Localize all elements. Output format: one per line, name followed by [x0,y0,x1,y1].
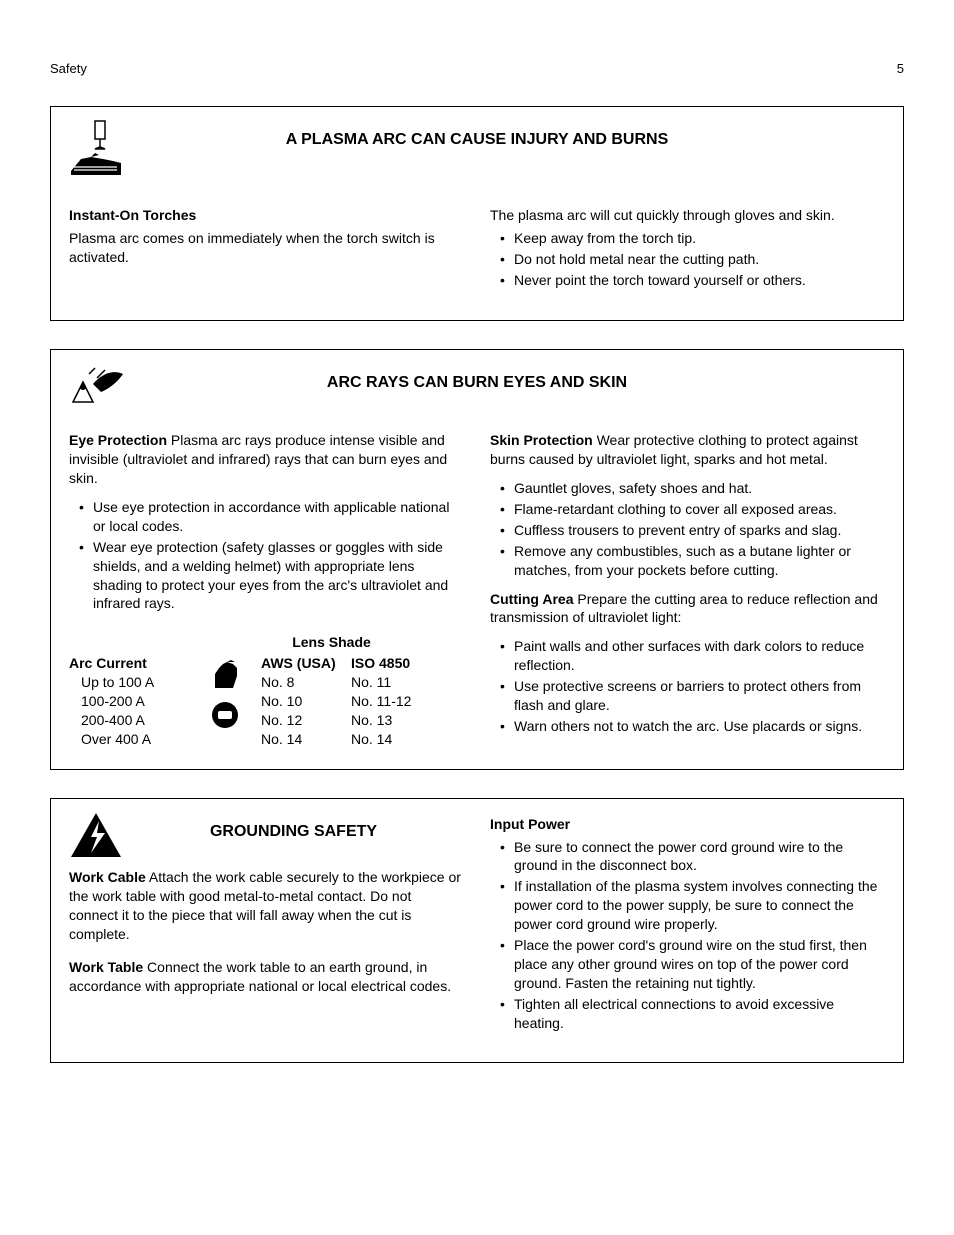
list-item: Never point the torch toward yourself or… [504,271,885,290]
arc-rays-box: ARC RAYS CAN BURN EYES AND SKIN Eye Prot… [50,349,904,770]
list-item: Keep away from the torch tip. [504,229,885,248]
list-item: If installation of the plasma system inv… [504,877,885,934]
list-item: Paint walls and other surfaces with dark… [504,637,885,675]
arc-current-head: Arc Current [69,654,169,673]
page-number: 5 [897,60,904,78]
input-power-runin: Input Power [490,816,570,832]
table-cell: 100-200 A [69,692,169,711]
table-cell: No. 13 [351,711,431,730]
list-item: Do not hold metal near the cutting path. [504,250,885,269]
cutting-area-runin: Cutting Area [490,591,573,607]
skin-bullets: Gauntlet gloves, safety shoes and hat. F… [490,479,885,579]
lens-shade-header: Lens Shade [199,633,464,652]
plasma-bullets: Keep away from the torch tip. Do not hol… [490,229,885,290]
table-cell: No. 12 [261,711,351,730]
list-item: Warn others not to watch the arc. Use pl… [504,717,885,736]
plasma-cut-text: The plasma arc will cut quickly through … [490,206,885,225]
table-cell: No. 8 [261,673,351,692]
list-item: Place the power cord's ground wire on th… [504,936,885,993]
box3-left: GROUNDING SAFETY Work Cable Attach the w… [69,815,464,1043]
list-item: Gauntlet gloves, safety shoes and hat. [504,479,885,498]
instant-on-text: Plasma arc comes on immediately when the… [69,229,464,267]
table-cell: No. 14 [261,730,351,749]
page-header: Safety 5 [50,60,904,78]
header-section: Safety [50,60,87,78]
eye-bullets: Use eye protection in accordance with ap… [69,498,464,613]
grounding-box: GROUNDING SAFETY Work Cable Attach the w… [50,798,904,1064]
list-item: Wear eye protection (safety glasses or g… [83,538,464,614]
list-item: Tighten all electrical connections to av… [504,995,885,1033]
helmet-icon [210,700,240,730]
list-item: Flame-retardant clothing to cover all ex… [504,500,885,519]
work-cable-runin: Work Cable [69,869,146,885]
eye-protection-runin: Eye Protection [69,432,167,448]
hand-helmet-icons [205,654,245,730]
list-item: Be sure to connect the power cord ground… [504,838,885,876]
box2-right: Skin Protection Wear protective clothing… [490,431,885,748]
lightning-warning-icon [69,811,123,859]
box1-right: The plasma arc will cut quickly through … [490,206,885,300]
work-table-runin: Work Table [69,959,143,975]
hand-icon [209,658,241,692]
list-item: Use eye protection in accordance with ap… [83,498,464,536]
list-item: Remove any combustibles, such as a butan… [504,542,885,580]
input-bullets: Be sure to connect the power cord ground… [490,838,885,1033]
arc-rays-icon [69,362,127,406]
torch-hand-icon [69,119,127,179]
box1-heading: A PLASMA ARC CAN CAUSE INJURY AND BURNS [69,129,885,151]
instant-on-subhead: Instant-On Torches [69,207,196,223]
plasma-arc-box: A PLASMA ARC CAN CAUSE INJURY AND BURNS … [50,106,904,321]
iso-head: ISO 4850 [351,654,431,673]
table-cell: 200-400 A [69,711,169,730]
area-bullets: Paint walls and other surfaces with dark… [490,637,885,735]
box1-left: Instant-On Torches Plasma arc comes on i… [69,206,464,300]
list-item: Cuffless trousers to prevent entry of sp… [504,521,885,540]
skin-protection-runin: Skin Protection [490,432,593,448]
box3-heading: GROUNDING SAFETY [123,821,464,843]
box3-right: Input Power Be sure to connect the power… [490,815,885,1043]
box2-left: Eye Protection Plasma arc rays produce i… [69,431,464,748]
box2-heading: ARC RAYS CAN BURN EYES AND SKIN [69,372,885,394]
table-cell: No. 14 [351,730,431,749]
aws-head: AWS (USA) [261,654,351,673]
table-cell: Over 400 A [69,730,169,749]
list-item: Use protective screens or barriers to pr… [504,677,885,715]
table-cell: No. 11-12 [351,692,431,711]
table-cell: No. 10 [261,692,351,711]
table-cell: Up to 100 A [69,673,169,692]
table-cell: No. 11 [351,673,431,692]
